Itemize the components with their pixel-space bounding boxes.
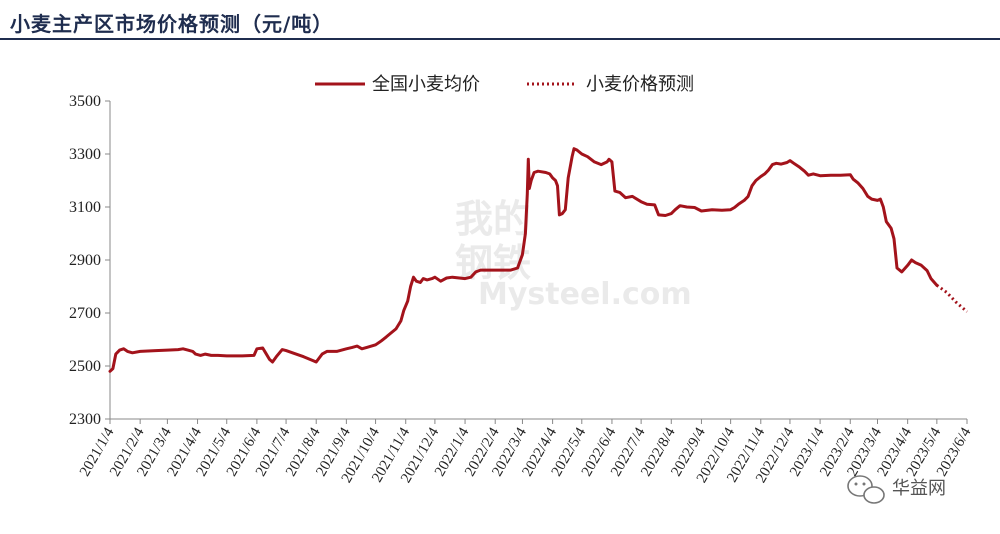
y-tick-label: 2300 — [69, 411, 101, 428]
y-tick-label: 2500 — [69, 358, 101, 375]
x-axis-ticks: 2021/1/42021/2/42021/3/42021/4/42021/5/4… — [77, 419, 975, 486]
brand-label: 华益网 — [892, 478, 946, 499]
series-layer — [108, 147, 968, 373]
series-line-0 — [108, 147, 939, 373]
y-tick-label: 3300 — [69, 146, 101, 163]
legend-label-national-avg: 全国小麦均价 — [372, 74, 480, 95]
legend-label-forecast: 小麦价格预测 — [586, 74, 694, 95]
y-tick-label: 2700 — [69, 305, 101, 322]
y-tick-label: 3500 — [69, 93, 101, 110]
watermark: 我的 钢铁 Mysteel.com — [455, 197, 692, 312]
legend: 全国小麦均价 小麦价格预测 — [315, 74, 694, 95]
y-tick-label: 2900 — [69, 252, 101, 269]
watermark-chars-top: 我的 — [455, 197, 531, 241]
chart-title: 小麦主产区市场价格预测（元/吨） — [10, 12, 334, 36]
brand-logo: 华益网 — [847, 475, 946, 504]
y-axis-ticks: 2300 2500 2700 2900 3100 3300 3500 — [69, 93, 110, 428]
y-tick-label: 3100 — [69, 199, 101, 216]
wechat-icon — [847, 475, 885, 504]
title-divider — [0, 38, 1000, 40]
watermark-site: Mysteel.com — [478, 277, 692, 312]
series-line-1 — [935, 283, 968, 313]
